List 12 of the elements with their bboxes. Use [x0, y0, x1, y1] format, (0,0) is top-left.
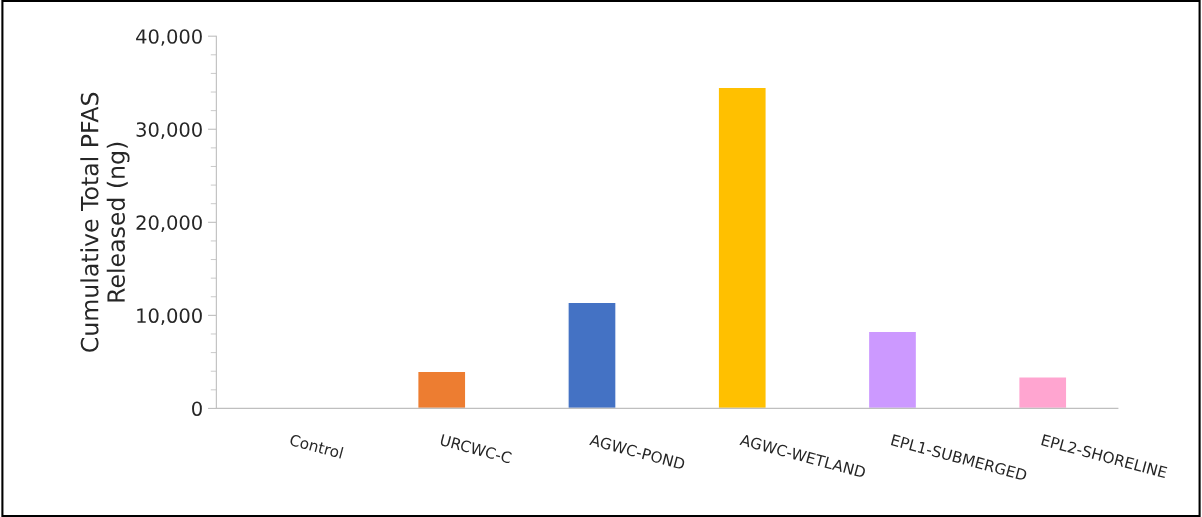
y-tick-label: 20,000	[136, 215, 202, 232]
bar	[567, 301, 617, 409]
y-tick-label: 40,000	[136, 29, 202, 46]
bar	[416, 370, 467, 409]
y-tick-label: 30,000	[136, 122, 202, 139]
y-axis-title: Cumulative Total PFAS Released (ng)	[80, 92, 130, 352]
bar	[1017, 376, 1068, 409]
x-tick-label: Control	[289, 433, 344, 459]
y-tick-label: 10,000	[137, 308, 202, 326]
bar	[717, 86, 767, 409]
bar	[867, 330, 918, 409]
y-tick-label: 0	[192, 401, 202, 417]
